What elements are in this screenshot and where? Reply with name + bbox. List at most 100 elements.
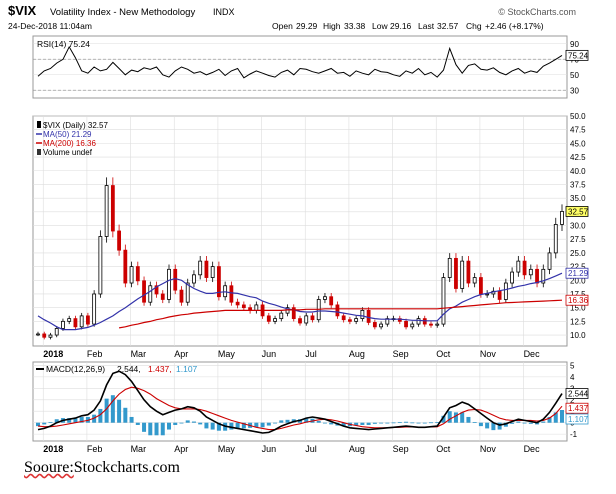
rsi-last-label-box [565, 49, 589, 61]
macd-histogram-bar [429, 422, 433, 424]
candle-body [291, 307, 296, 320]
candle-body [48, 334, 53, 338]
macd-histogram-bar [503, 422, 508, 427]
price-tick-label: 17.5 [570, 290, 586, 299]
candle-body [210, 266, 215, 278]
legend-macd-value: 2.544, [117, 364, 141, 374]
macd-tick-label: 2 [570, 396, 575, 405]
candle-body [535, 268, 539, 284]
candle-body [460, 260, 465, 289]
macd-histogram-bar [316, 420, 321, 423]
candle-body [241, 304, 246, 309]
candle-body [185, 282, 190, 303]
high-label: High [323, 21, 341, 31]
candle-body [404, 320, 408, 328]
x-tick-label: Feb [87, 444, 103, 454]
macd-tick-label: 4 [570, 373, 575, 382]
x-tick-label: Dec [524, 444, 541, 454]
macd-histogram-bar [42, 422, 47, 425]
price-tick-label: 50.0 [570, 112, 586, 121]
candle-body [167, 268, 171, 300]
candle-body [129, 266, 134, 284]
macd-histogram-bar [179, 422, 184, 424]
hist-last-label-box [565, 413, 589, 425]
symbol: $VIX [8, 3, 37, 18]
candle-body [42, 333, 47, 338]
rsi-last-label: 75.24 [568, 51, 589, 60]
rsi-panel: 9070503075.24 [33, 40, 589, 95]
candle-body [379, 323, 383, 328]
macd-histogram-bar [104, 398, 109, 423]
macd-tick-label: 5 [570, 361, 575, 370]
macd-histogram-bar [129, 416, 134, 423]
price-tick-label: 47.5 [570, 126, 586, 135]
price-tick-label: 20.0 [570, 276, 586, 285]
open-value: 29.29 [296, 21, 318, 31]
candle-body [298, 318, 302, 324]
macd-histogram-bar [372, 422, 377, 424]
x-tick-label: Dec [524, 349, 541, 359]
candle-body [198, 260, 203, 276]
open-label: Open [272, 21, 293, 31]
x-tick-label: Nov [480, 349, 497, 359]
x-tick-label: Mar [131, 349, 147, 359]
candle-body [341, 315, 346, 321]
macd-histogram-bar [329, 422, 334, 425]
x-tick-label: Aug [349, 349, 365, 359]
candle-body [479, 277, 483, 295]
candle-body [160, 293, 165, 300]
macd-histogram-bar [522, 422, 527, 424]
candle-body [36, 333, 40, 336]
signal-last-label: 1.437 [568, 404, 589, 413]
source-site: Stockcharts.com [73, 459, 180, 476]
source-prefix: Sooure: [24, 459, 74, 476]
macd-histogram-bar [285, 419, 290, 423]
candle-body [304, 315, 309, 324]
x-tick-label: Oct [436, 349, 451, 359]
candle-body [547, 252, 552, 270]
low-value: 29.16 [390, 21, 412, 31]
source-caption: Sooure:Stockcharts.com [24, 459, 180, 477]
candle-body [335, 304, 340, 317]
price-legend: $VIX (Daily) 32.57 MA(50) 21.29 MA(200) … [36, 121, 108, 157]
macd-histogram-bar [154, 422, 159, 436]
rsi-line [37, 45, 563, 79]
macd-histogram-bar [472, 422, 477, 423]
candle-body [54, 328, 59, 336]
candle-body [67, 318, 72, 322]
signal-last-label-box [565, 402, 589, 414]
macd-histogram-bar [73, 418, 78, 423]
high-value: 33.38 [344, 21, 366, 31]
macd-histogram-bar [422, 422, 427, 424]
x-tick-label: Apr [174, 444, 188, 454]
macd-histogram-bar [191, 421, 196, 423]
macd-histogram-bar [167, 422, 171, 430]
macd-histogram-bar [92, 414, 97, 423]
macd-histogram-bar [229, 422, 234, 430]
price-last-label-box [565, 206, 589, 217]
macd-histogram-bar [241, 422, 246, 429]
exchange: INDX [213, 7, 235, 17]
price-tick-label: 40.0 [570, 167, 586, 176]
x-tick-label: Jul [305, 349, 317, 359]
macd-histogram-bar [379, 422, 384, 424]
price-tick-label: 30.0 [570, 222, 586, 231]
ma50-line [37, 272, 563, 331]
candle-body [110, 185, 115, 232]
macd-histogram-bar [460, 412, 465, 423]
candle-body [528, 268, 533, 276]
candle-body [516, 260, 521, 273]
ma50-last-label-box [565, 267, 589, 279]
macd-histogram-bar [198, 422, 203, 425]
price-tick-label: 27.5 [570, 235, 586, 244]
macd-histogram-bar [541, 421, 546, 423]
candle-body [79, 315, 84, 328]
macd-histogram-bar [266, 422, 271, 426]
x-tick-label: Aug [349, 444, 365, 454]
macd-histogram-bar [173, 422, 178, 425]
price-tick-label: 37.5 [570, 180, 586, 189]
macd-histogram-bar [142, 422, 147, 432]
legend-ma50: MA(50) 21.29 [43, 130, 92, 139]
price-tick-label: 10.0 [570, 331, 586, 340]
